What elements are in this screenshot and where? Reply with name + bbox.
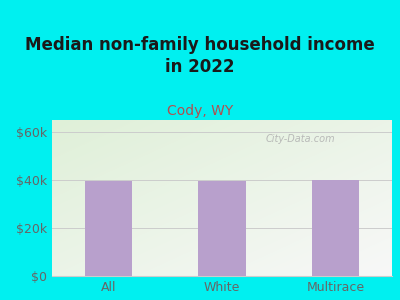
Text: Cody, WY: Cody, WY bbox=[167, 103, 233, 118]
Text: Median non-family household income
in 2022: Median non-family household income in 20… bbox=[25, 36, 375, 76]
Bar bbox=[198, 181, 246, 276]
Bar bbox=[85, 181, 132, 276]
Text: City-Data.com: City-Data.com bbox=[265, 134, 335, 144]
Bar bbox=[312, 180, 359, 276]
